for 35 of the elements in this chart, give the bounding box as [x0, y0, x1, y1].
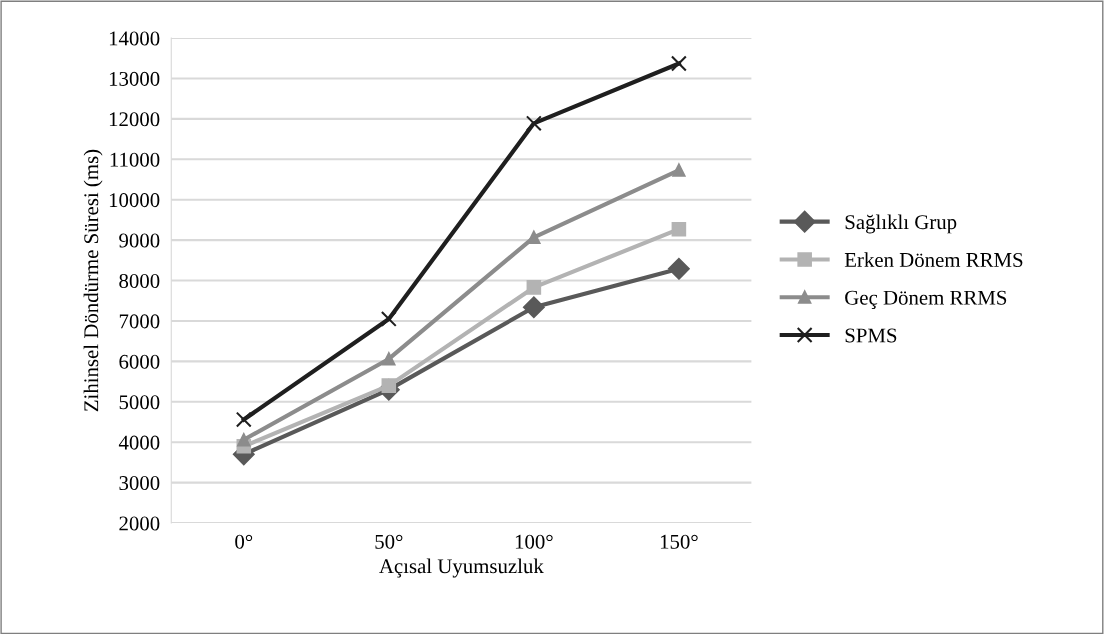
y-tick-label: 4000	[118, 435, 160, 450]
x-tick-label: 0°	[235, 534, 253, 549]
point	[668, 257, 690, 280]
legend-label: SPMS	[845, 328, 897, 343]
legend-label: Geç Dönem RRMS	[845, 290, 1007, 309]
legend-label: Erken Dönem RRMS	[844, 252, 1023, 267]
point	[235, 411, 252, 428]
y-axis-title: Zihinsel Döndürme Süresi (ms)	[83, 149, 103, 412]
y-tick-label: 14000	[109, 31, 160, 46]
x-tick-label: 150°	[660, 534, 698, 549]
point	[526, 280, 542, 295]
x-axis-title: Açısal Uyumsuzluk	[379, 558, 544, 578]
y-tick-label: 13000	[109, 71, 160, 86]
x-tick-label: 100°	[515, 534, 553, 549]
point	[237, 433, 251, 447]
point	[522, 296, 545, 319]
point	[525, 115, 542, 132]
y-tick-label: 7000	[119, 314, 160, 329]
legend-label: Sağlıklı Grup	[845, 214, 957, 234]
y-tick-label: 5000	[119, 395, 160, 410]
y-tick-label: 8000	[119, 273, 160, 288]
y-tick-label: 11000	[110, 152, 160, 167]
y-tick-label: 9000	[119, 233, 160, 248]
point	[527, 230, 541, 244]
x-tick-label: 50°	[375, 534, 403, 549]
point	[382, 352, 396, 366]
y-tick-label: 6000	[119, 354, 160, 369]
point	[671, 221, 687, 237]
point	[670, 55, 687, 72]
y-tick-label: 10000	[109, 193, 160, 208]
y-tick-label: 2000	[119, 516, 160, 531]
point	[380, 310, 397, 327]
point	[672, 163, 686, 177]
y-tick-label: 3000	[119, 476, 160, 491]
y-tick-label: 12000	[109, 112, 160, 127]
